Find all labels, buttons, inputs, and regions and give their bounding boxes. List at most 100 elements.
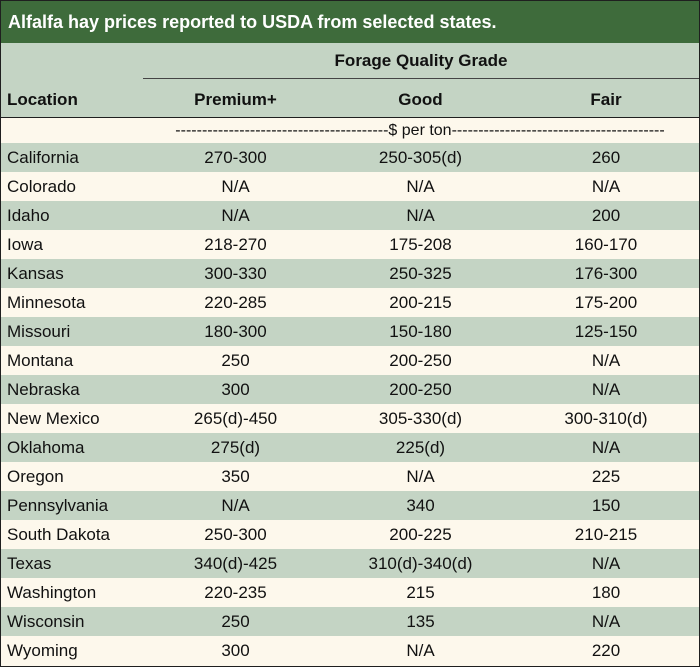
good-cell: 200-250 bbox=[389, 380, 452, 399]
premium-cell: 250 bbox=[221, 351, 250, 370]
table-row: Missouri 180-300 150-180 125-150 bbox=[1, 317, 699, 346]
table-row: Montana 250 200-250 N/A bbox=[1, 346, 699, 375]
table-row: Oregon 350 N/A 225 bbox=[1, 462, 699, 491]
location-cell: South Dakota bbox=[7, 525, 111, 544]
location-cell: Iowa bbox=[7, 235, 43, 254]
premium-cell: 270-300 bbox=[204, 148, 267, 167]
good-column-header: Good bbox=[398, 90, 443, 109]
table-row: Colorado N/A N/A N/A bbox=[1, 172, 699, 201]
fair-cell: 220 bbox=[591, 641, 621, 660]
location-cell: Montana bbox=[7, 351, 74, 370]
location-cell: Oregon bbox=[7, 467, 64, 486]
premium-cell: 340(d)-425 bbox=[193, 554, 278, 573]
premium-cell: 220-285 bbox=[204, 293, 267, 312]
location-cell: Minnesota bbox=[7, 293, 86, 312]
premium-cell: 350 bbox=[221, 467, 250, 486]
table-row: Texas 340(d)-425 310(d)-340(d) N/A bbox=[1, 549, 699, 578]
location-column-header: Location bbox=[7, 90, 78, 109]
table-row: Oklahoma 275(d) 225(d) N/A bbox=[1, 433, 699, 462]
location-cell: Missouri bbox=[7, 322, 71, 341]
fair-cell: N/A bbox=[591, 438, 621, 457]
location-cell: California bbox=[7, 148, 79, 167]
premium-cell: 250 bbox=[221, 612, 250, 631]
location-cell: Kansas bbox=[7, 264, 64, 283]
premium-cell: N/A bbox=[221, 177, 250, 196]
fair-cell: 200 bbox=[591, 206, 621, 225]
premium-cell: N/A bbox=[221, 206, 250, 225]
units-label: ----------------------------------------… bbox=[175, 122, 665, 139]
fair-cell: 225 bbox=[591, 467, 621, 486]
fair-cell: N/A bbox=[591, 612, 621, 631]
fair-cell: 175-200 bbox=[574, 293, 638, 312]
location-cell: Idaho bbox=[7, 206, 50, 225]
table-row: Idaho N/A N/A 200 bbox=[1, 201, 699, 230]
units-row: ----------------------------------------… bbox=[1, 118, 699, 143]
location-cell: Colorado bbox=[7, 177, 76, 196]
premium-cell: 218-270 bbox=[204, 235, 267, 254]
table-row: Nebraska 300 200-250 N/A bbox=[1, 375, 699, 404]
fair-column-header: Fair bbox=[590, 90, 622, 109]
premium-cell: 300 bbox=[221, 380, 250, 399]
grade-group-label: Forage Quality Grade bbox=[334, 51, 508, 70]
table-row: Wisconsin 250 135 N/A bbox=[1, 607, 699, 636]
table-row: New Mexico 265(d)-450 305-330(d) 300-310(d) bbox=[1, 404, 699, 433]
table-body: California 270-300 250-305(d) 260 Colorado N/… bbox=[1, 143, 699, 665]
location-cell: Wyoming bbox=[7, 641, 78, 660]
table-row: South Dakota 250-300 200-225 210-215 bbox=[1, 520, 699, 549]
premium-cell: 275(d) bbox=[210, 438, 261, 457]
premium-cell: 180-300 bbox=[204, 322, 267, 341]
good-cell: N/A bbox=[406, 467, 435, 486]
fair-cell: N/A bbox=[591, 380, 621, 399]
fair-cell: N/A bbox=[591, 177, 621, 196]
good-cell: 150-180 bbox=[389, 322, 452, 341]
location-cell: Washington bbox=[7, 583, 97, 602]
premium-column-header: Premium+ bbox=[194, 90, 277, 109]
premium-cell: 265(d)-450 bbox=[193, 409, 278, 428]
good-cell: 250-305(d) bbox=[378, 148, 463, 167]
table-row: Iowa 218-270 175-208 160-170 bbox=[1, 230, 699, 259]
grade-group-underline bbox=[143, 78, 699, 79]
location-cell: Pennsylvania bbox=[7, 496, 109, 515]
fair-cell: 176-300 bbox=[574, 264, 638, 283]
location-cell: Wisconsin bbox=[7, 612, 85, 631]
good-cell: 310(d)-340(d) bbox=[368, 554, 473, 573]
table-row: Washington 220-235 215 180 bbox=[1, 578, 699, 607]
location-cell: Nebraska bbox=[7, 380, 80, 399]
table-row: Wyoming 300 N/A 220 bbox=[1, 636, 699, 665]
premium-cell: N/A bbox=[221, 496, 250, 515]
table-row: Minnesota 220-285 200-215 175-200 bbox=[1, 288, 699, 317]
fair-cell: 210-215 bbox=[574, 525, 638, 544]
premium-cell: 300-330 bbox=[204, 264, 267, 283]
good-cell: N/A bbox=[406, 206, 435, 225]
good-cell: 200-215 bbox=[389, 293, 452, 312]
location-cell: Oklahoma bbox=[7, 438, 85, 457]
premium-cell: 250-300 bbox=[204, 525, 267, 544]
good-cell: 250-325 bbox=[389, 264, 452, 283]
fair-cell: N/A bbox=[591, 554, 621, 573]
good-cell: 135 bbox=[406, 612, 435, 631]
fair-cell: 160-170 bbox=[574, 235, 638, 254]
fair-cell: 125-150 bbox=[574, 322, 638, 341]
fair-cell: 150 bbox=[591, 496, 621, 515]
good-cell: 305-330(d) bbox=[378, 409, 463, 428]
good-cell: 225(d) bbox=[395, 438, 446, 457]
fair-cell: 180 bbox=[591, 583, 621, 602]
fair-cell: N/A bbox=[591, 351, 621, 370]
good-cell: N/A bbox=[406, 177, 435, 196]
premium-cell: 300 bbox=[221, 641, 250, 660]
good-cell: 175-208 bbox=[389, 235, 452, 254]
good-cell: 215 bbox=[406, 583, 435, 602]
location-cell: Texas bbox=[7, 554, 52, 573]
good-cell: 340 bbox=[406, 496, 435, 515]
table-title: Alfalfa hay prices reported to USDA from… bbox=[1, 1, 699, 43]
table-row: California 270-300 250-305(d) 260 bbox=[1, 143, 699, 172]
table-row: Kansas 300-330 250-325 176-300 bbox=[1, 259, 699, 288]
fair-cell: 260 bbox=[591, 148, 621, 167]
location-cell: New Mexico bbox=[7, 409, 100, 428]
premium-cell: 220-235 bbox=[204, 583, 267, 602]
table-row: Pennsylvania N/A 340 150 bbox=[1, 491, 699, 520]
good-cell: 200-225 bbox=[389, 525, 452, 544]
good-cell: N/A bbox=[406, 641, 435, 660]
fair-cell: 300-310(d) bbox=[564, 409, 648, 428]
